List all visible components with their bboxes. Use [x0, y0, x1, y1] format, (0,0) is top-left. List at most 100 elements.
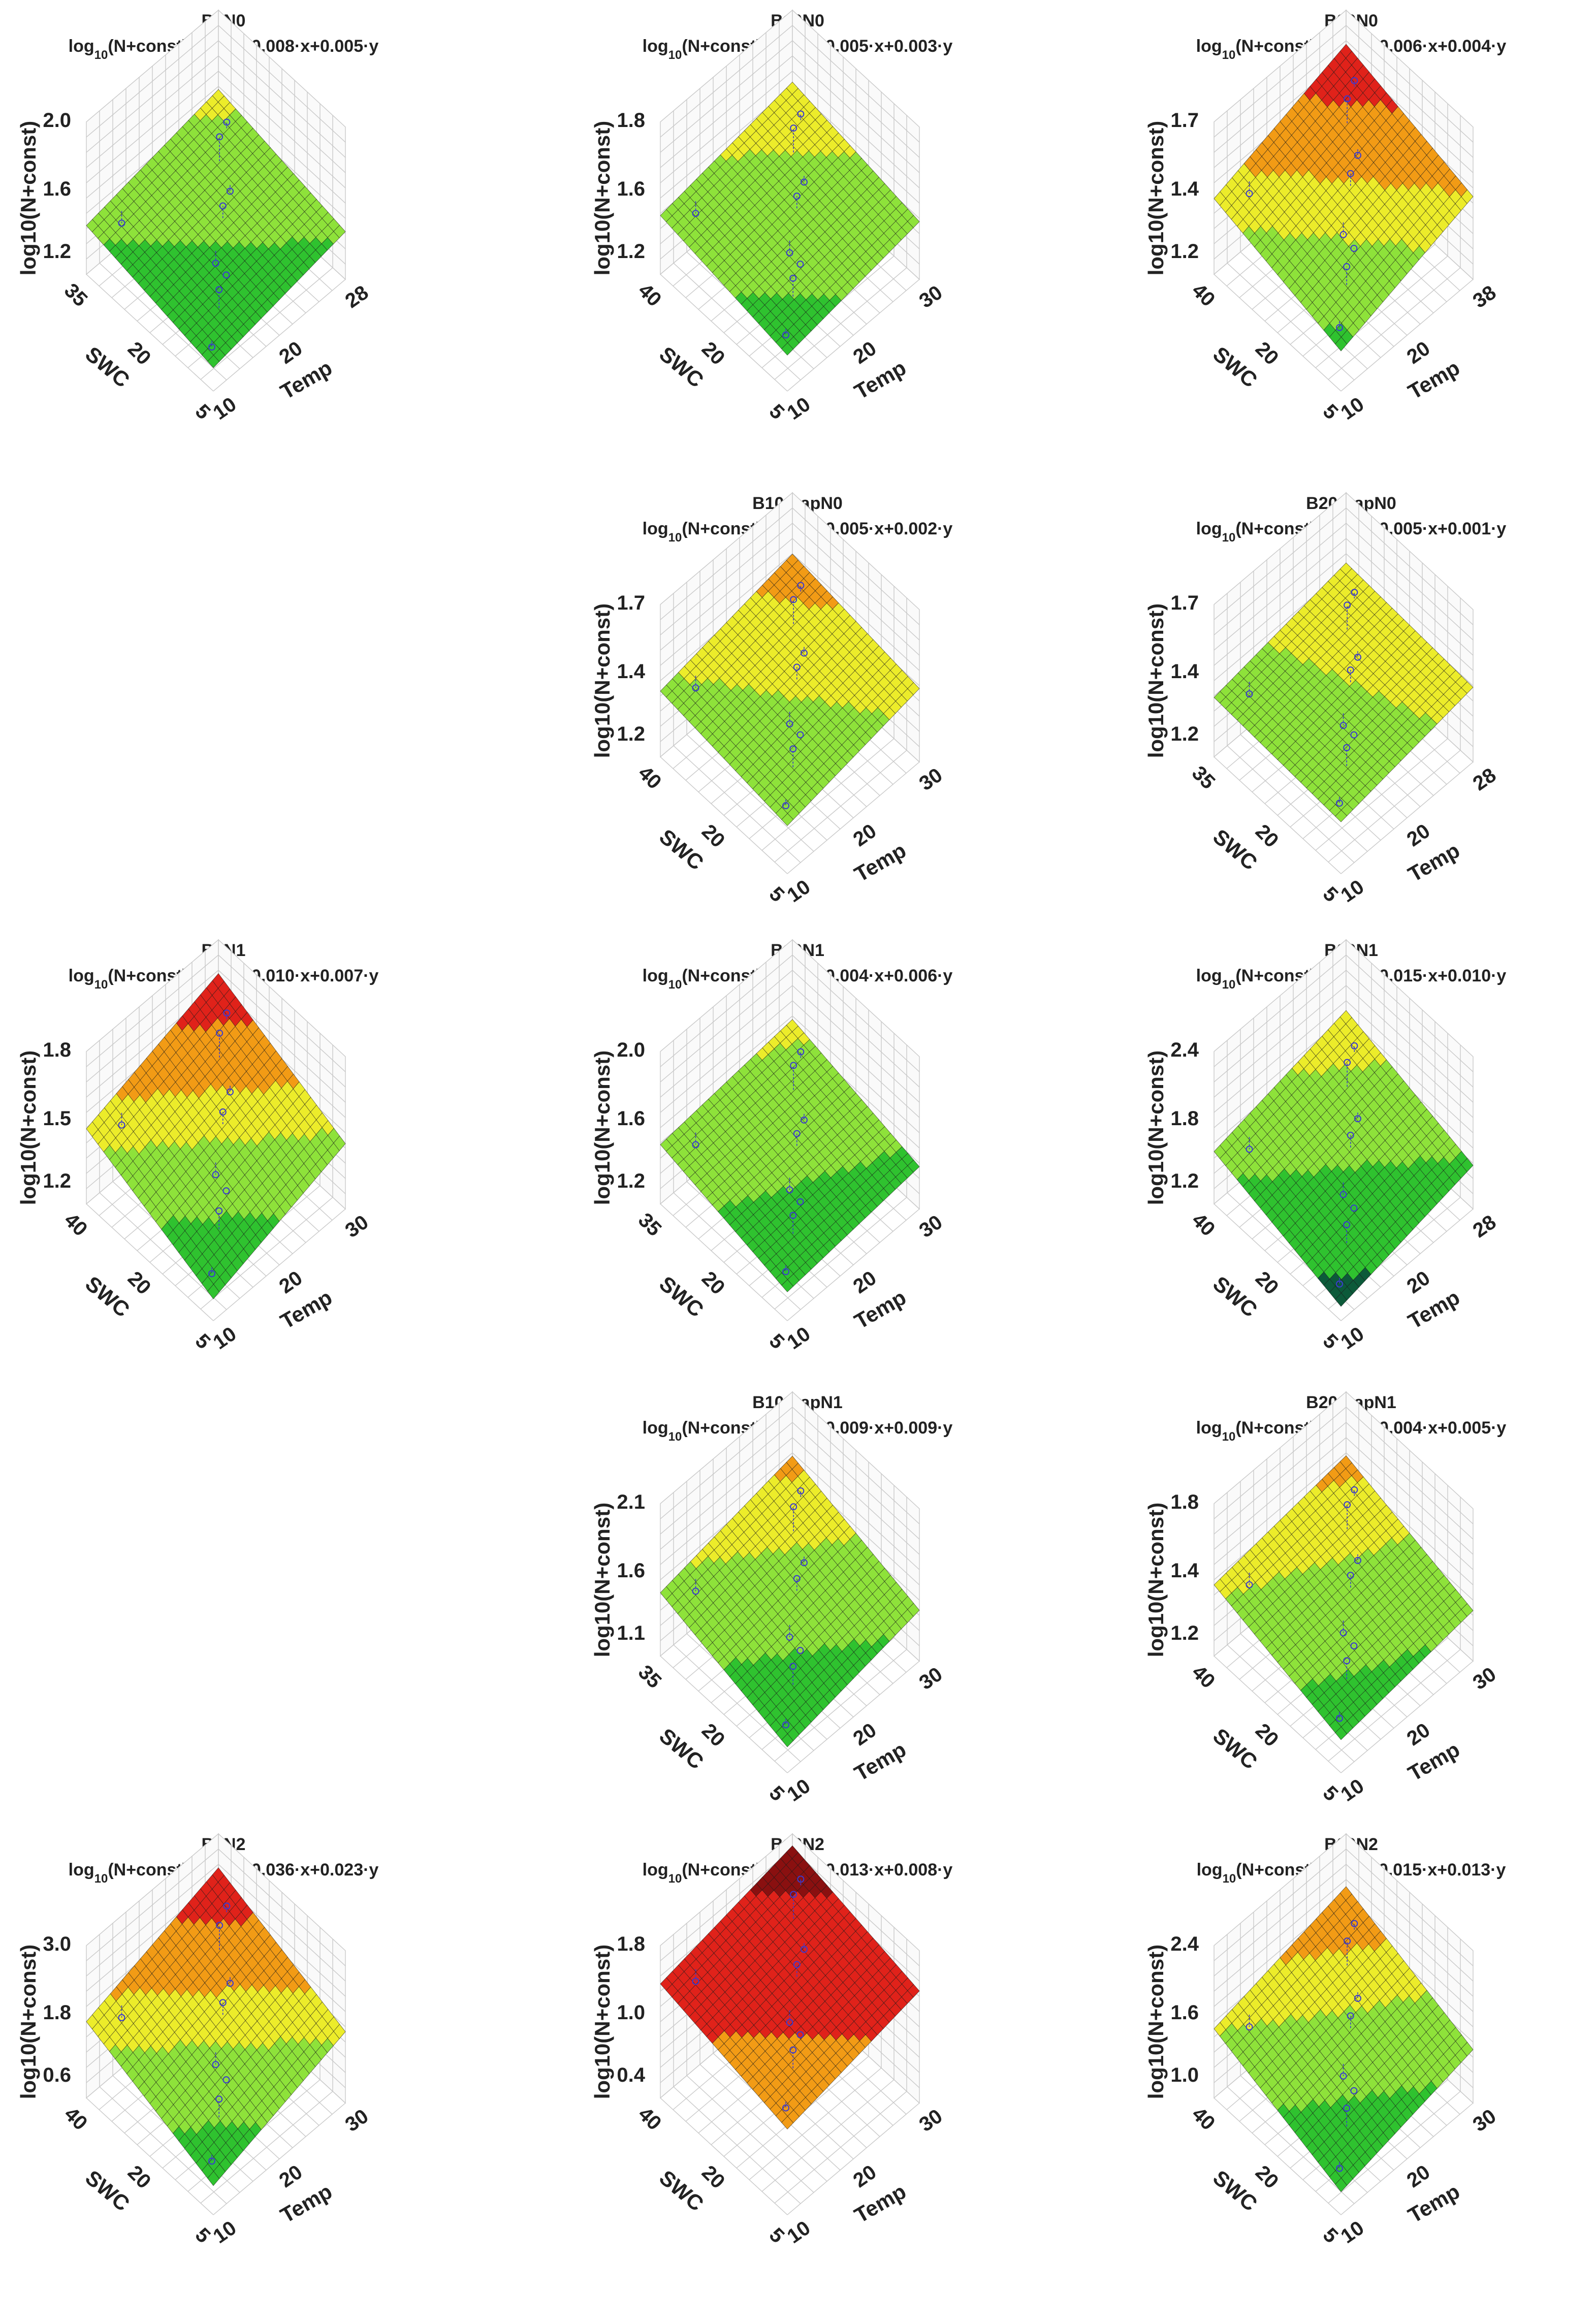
temp-tick-label: 30: [915, 764, 947, 795]
surface-cell: [333, 225, 346, 238]
temp-tick-label: 10: [783, 876, 815, 907]
equation-subscript: 10: [1222, 978, 1236, 992]
data-point: [208, 343, 216, 351]
z-axis-label: log10(N+const): [1144, 603, 1168, 758]
wall-gridline: [86, 71, 219, 183]
z-tick-label: 1.8: [617, 109, 645, 132]
equation-subscript: 10: [668, 531, 682, 545]
wall-gridline: [1214, 40, 1347, 153]
panel-B10reapN1: B10reapN1log10(N+const)=1.052+0.009·x+0.…: [590, 1391, 952, 1806]
wall-gridline: [86, 40, 219, 153]
z-tick-label: 1.2: [617, 723, 645, 745]
swc-tick-label: 5: [1319, 1329, 1343, 1353]
swc-axis-label: SWC: [655, 1271, 708, 1322]
equation-prefix: log: [643, 37, 668, 56]
equation-subscript: 10: [1222, 48, 1236, 62]
swc-tick-label: 40: [1188, 279, 1220, 311]
wall-gridline: [660, 71, 793, 183]
z-tick-label: 2.0: [617, 1039, 645, 1061]
surface-cell: [907, 215, 920, 228]
swc-axis-label: SWC: [1208, 824, 1262, 875]
z-axis-label: log10(N+const): [590, 1051, 614, 1205]
temp-tick-label: 10: [209, 393, 241, 425]
z-tick-label: 1.2: [1170, 723, 1199, 745]
data-point: [223, 118, 231, 126]
z-tick-label: 1.4: [1170, 178, 1199, 200]
equation-subscript: 10: [668, 1430, 682, 1444]
floor-gridline: [200, 267, 333, 380]
swc-axis-label: SWC: [1208, 1271, 1262, 1322]
panel-B10N1: B10N1log10(N+const)=1.200+0.004·x+0.006·…: [590, 939, 952, 1354]
equation-subscript: 10: [668, 48, 682, 62]
floor-gridline: [774, 267, 907, 380]
swc-tick-label: 5: [1319, 400, 1343, 424]
swc-tick-label: 35: [634, 1209, 666, 1241]
swc-tick-label: 20: [1251, 1267, 1283, 1299]
z-axis-label: log10(N+const): [590, 603, 614, 758]
wall-gridline: [1214, 25, 1347, 138]
floor-gridline: [787, 279, 920, 392]
equation-subscript: 10: [94, 48, 108, 62]
panel-B10N0: B10N0log10(N+const)=1.200+0.005·x+0.003·…: [590, 9, 952, 424]
floor-gridline: [1315, 256, 1448, 368]
temp-tick-label: 10: [783, 1323, 815, 1354]
wall-gridline: [1346, 25, 1474, 143]
swc-tick-label: 35: [1188, 762, 1220, 794]
swc-tick-label: 5: [191, 400, 215, 424]
z-tick-label: 1.8: [1170, 1107, 1199, 1130]
equation-prefix: log: [643, 1418, 668, 1438]
equation-subscript: 10: [94, 978, 108, 992]
panel-B10reapN0: B10reapN0log10(N+const)=1.229+0.005·x+0.…: [590, 492, 952, 907]
wall-gridline: [792, 55, 920, 173]
z-tick-label: 1.2: [43, 1170, 71, 1192]
floor-gridline: [213, 279, 346, 392]
z-axis-label: log10(N+const): [1144, 1051, 1168, 1205]
swc-axis-label: SWC: [655, 342, 708, 392]
temp-tick-label: 30: [915, 1211, 947, 1243]
temp-tick-label: 28: [1469, 1211, 1501, 1243]
surface: [1214, 44, 1474, 352]
data-point: [789, 274, 797, 282]
temp-tick-label: 20: [849, 1267, 881, 1298]
wall-gridline: [660, 55, 793, 168]
temp-tick-label: 30: [915, 281, 947, 313]
data-point: [782, 331, 790, 339]
temp-tick-label: 38: [1469, 281, 1501, 313]
equation-prefix: log: [1196, 37, 1222, 56]
wall-gridline: [660, 40, 793, 153]
swc-axis-label: SWC: [1208, 342, 1262, 392]
data-point: [222, 271, 230, 279]
temp-tick-label: 10: [1337, 393, 1368, 425]
data-point: [800, 178, 808, 186]
floor-gridline: [1328, 267, 1461, 380]
z-tick-label: 1.4: [1170, 660, 1199, 683]
z-axis-label: log10(N+const): [16, 1051, 40, 1205]
data-point: [118, 219, 125, 227]
z-tick-label: 1.2: [1170, 1170, 1199, 1192]
z-tick-label: 2.0: [43, 109, 71, 132]
swc-tick-label: 20: [697, 338, 729, 370]
temp-tick-label: 20: [1403, 1267, 1434, 1298]
equation-prefix: log: [643, 966, 668, 985]
wall-gridline: [218, 25, 346, 143]
data-point: [226, 187, 234, 195]
swc-tick-label: 40: [634, 279, 666, 311]
z-tick-label: 2.4: [1170, 1039, 1199, 1061]
z-tick-label: 1.2: [617, 1170, 645, 1192]
data-point: [215, 286, 223, 294]
swc-tick-label: 20: [123, 1267, 155, 1299]
floor-gridline: [1340, 279, 1474, 392]
swc-axis-label: SWC: [81, 342, 134, 392]
z-tick-label: 1.6: [617, 178, 645, 200]
swc-tick-label: 5: [191, 1329, 215, 1353]
equation-prefix: log: [1196, 966, 1222, 985]
observations: [118, 118, 234, 351]
data-point: [786, 249, 793, 257]
equation-prefix: log: [1196, 519, 1222, 538]
temp-tick-label: 10: [1337, 1323, 1368, 1354]
swc-tick-label: 40: [1188, 1209, 1220, 1241]
swc-tick-label: 40: [60, 1209, 92, 1241]
z-tick-label: 1.2: [1170, 240, 1199, 263]
swc-tick-label: 5: [765, 400, 789, 424]
z-axis-label: log10(N+const): [590, 121, 614, 276]
